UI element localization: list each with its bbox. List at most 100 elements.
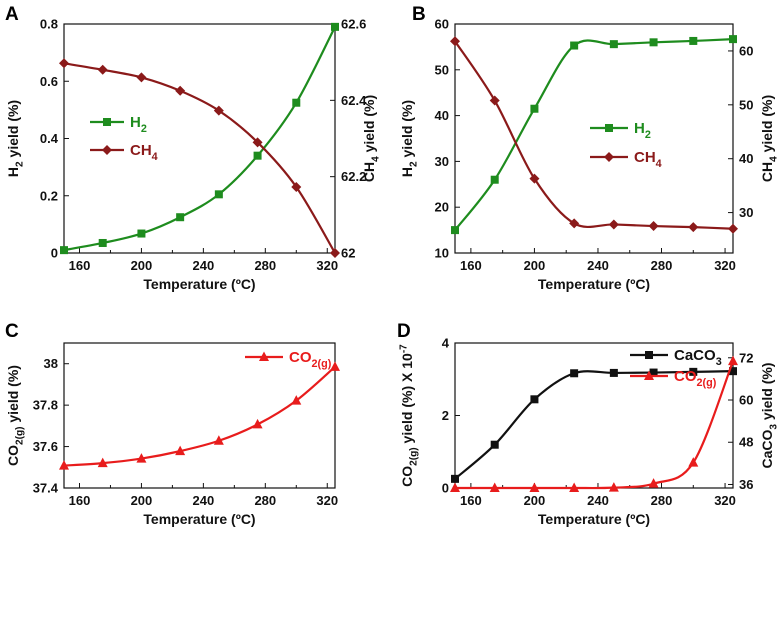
panel-letter: A (5, 4, 19, 25)
data-point (648, 478, 659, 488)
legend-label: H2 (634, 120, 651, 141)
series-ch4 (450, 36, 738, 234)
data-point (490, 175, 499, 184)
y2-tick-label: 30 (739, 205, 753, 220)
data-point (649, 38, 658, 47)
x-tick-label: 160 (69, 258, 91, 273)
data-point (569, 218, 580, 229)
y-axis-label: CO2(g) yield (%) X 10-7 (398, 344, 419, 487)
legend-label: H2 (130, 114, 147, 135)
data-point (60, 246, 68, 255)
plot-frame (63, 342, 336, 489)
data-point (489, 482, 500, 492)
legend-marker (645, 351, 653, 359)
data-point (291, 181, 302, 192)
x-tick-label: 280 (651, 493, 673, 508)
data-point (570, 369, 579, 378)
x-tick-label: 200 (524, 493, 546, 508)
data-point (213, 435, 224, 445)
series-line (64, 62, 335, 254)
y-tick-label: 2 (442, 408, 449, 423)
y2-tick-label: 62.2 (341, 169, 366, 184)
data-point (97, 457, 108, 468)
data-point (489, 95, 500, 106)
legend-label: CO2(g) (674, 368, 717, 389)
x-tick-label: 280 (254, 258, 276, 273)
chart-panel-a: A 160 200 240 280 320 Temperature (ºC) 0 0.2 0.4 0… (5, 4, 381, 292)
chart-panel-b: B 160 200 240 280 320 Temperature (ºC) 10 20 30 40… (399, 4, 779, 292)
x-tick-label: 280 (254, 493, 276, 508)
x-tick-label: 160 (460, 258, 482, 273)
data-point (688, 222, 699, 233)
series-caco3 (451, 367, 737, 483)
x-tick-label: 160 (460, 493, 482, 508)
legend-label: CH4 (130, 142, 158, 163)
data-point (689, 367, 698, 376)
x-axis-label: Temperature (ºC) (538, 511, 650, 527)
data-point (252, 137, 263, 148)
data-point (97, 64, 108, 75)
series-line (455, 40, 733, 230)
data-point (253, 151, 262, 160)
data-point (490, 440, 499, 449)
y2-tick-label: 48 (739, 435, 753, 450)
series-ch4 (59, 58, 340, 258)
x-tick-label: 320 (714, 258, 736, 273)
x-tick-label: 200 (131, 493, 153, 508)
data-point (59, 58, 69, 69)
chart-panel-d: D 160 200 240 280 320 Temperature (ºC) 0 2 4 CO2(g… (397, 321, 779, 527)
data-point (451, 474, 459, 483)
data-point (530, 395, 539, 404)
data-point (609, 368, 618, 377)
y2-tick-label: 60 (739, 43, 753, 58)
data-point (529, 173, 540, 184)
data-point (688, 457, 699, 467)
x-tick-label: 240 (193, 258, 215, 273)
plot-frame (454, 23, 734, 254)
data-point (59, 460, 69, 470)
data-point (728, 355, 738, 366)
x-tick-label: 200 (131, 258, 153, 273)
y2-tick-label: 62.6 (341, 17, 366, 32)
y-tick-label: 0.4 (40, 131, 59, 146)
y-tick-label: 50 (435, 62, 449, 77)
data-point (729, 35, 737, 44)
series-line (455, 38, 733, 231)
legend-marker (604, 152, 614, 162)
legend-label: CaCO3 (674, 347, 722, 368)
data-point (570, 41, 579, 50)
series-h2 (60, 22, 339, 255)
y2-axis-label: CaCO3 yield (%) (759, 363, 779, 469)
y-tick-label: 38 (44, 356, 58, 371)
x-tick-label: 280 (651, 258, 673, 273)
y2-tick-label: 60 (739, 393, 753, 408)
data-point (729, 367, 737, 376)
data-point (529, 482, 540, 492)
panel-letter: C (5, 321, 19, 342)
legend-marker (605, 124, 613, 132)
y-tick-label: 37.6 (33, 439, 58, 454)
x-axis-label: Temperature (ºC) (538, 276, 650, 292)
panel-letter: D (397, 321, 411, 342)
data-point (213, 105, 224, 116)
data-point (331, 22, 339, 31)
data-point (136, 453, 147, 463)
y-tick-label: 30 (435, 154, 449, 169)
data-point (98, 238, 107, 247)
x-axis-label: Temperature (ºC) (143, 276, 255, 292)
legend-label: CH4 (634, 149, 662, 170)
panel-letter: B (412, 4, 426, 25)
x-tick-label: 320 (714, 493, 736, 508)
legend: CO2(g) (245, 349, 332, 370)
y-tick-label: 60 (435, 17, 449, 32)
data-point (136, 72, 147, 83)
data-point (648, 221, 659, 232)
data-point (291, 395, 302, 405)
y-tick-label: 20 (435, 200, 449, 215)
legend-marker (259, 351, 269, 361)
series-line (64, 26, 335, 252)
legend-marker (103, 118, 111, 126)
